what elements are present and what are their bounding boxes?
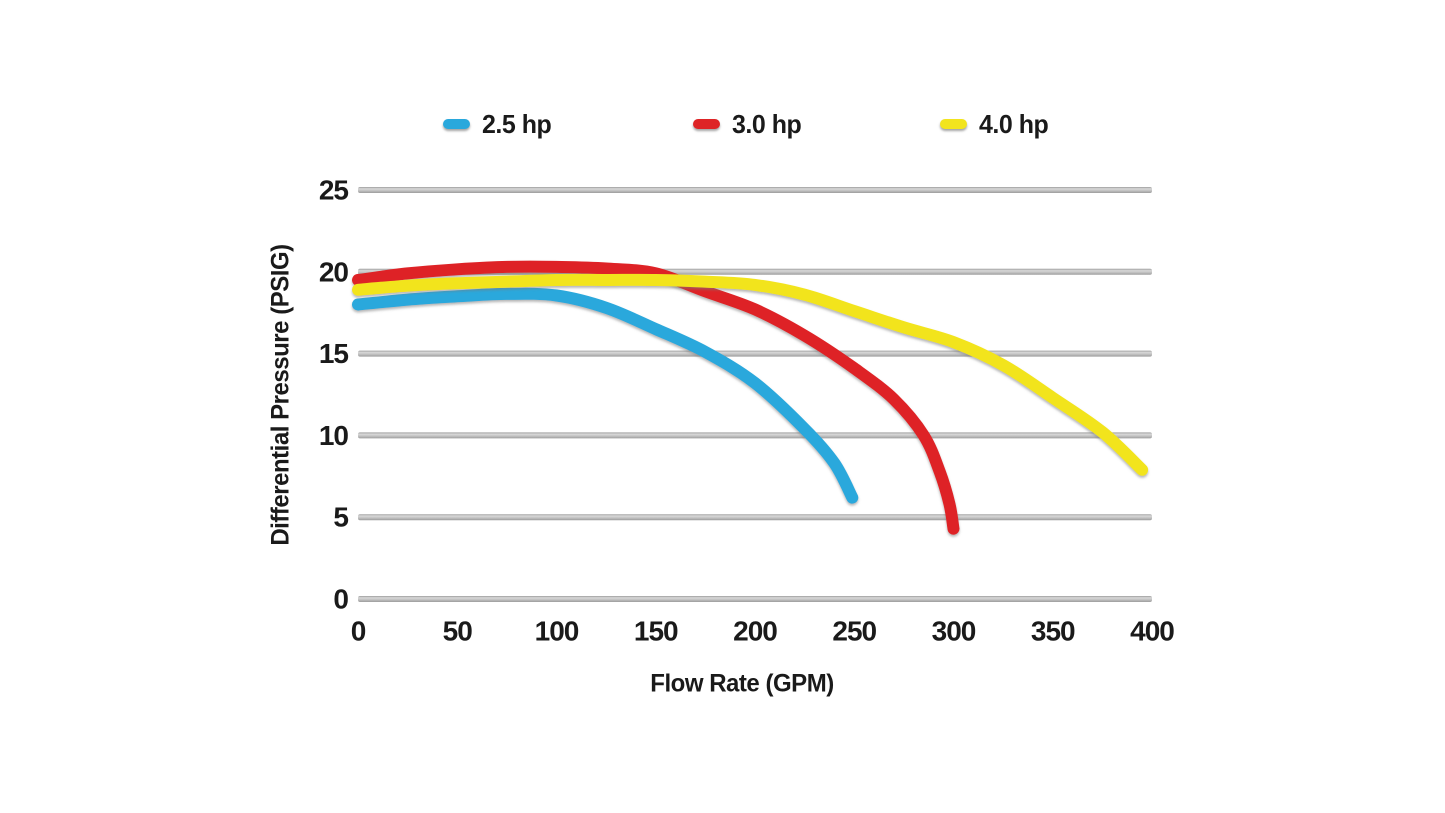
legend-label-2-5hp: 2.5 hp — [482, 109, 552, 139]
x-tick-label-200: 200 — [733, 616, 777, 647]
x-axis-tick-labels: 0 50 100 150 200 250 300 350 400 — [351, 616, 1176, 647]
gridline-y-15 — [358, 350, 1152, 357]
y-axis-tick-labels: 0 5 10 15 20 25 — [319, 175, 350, 615]
legend-item-2-5hp: 2.5 hp — [443, 109, 554, 139]
legend-item-4-0hp: 4.0 hp — [940, 109, 1051, 139]
gridline-y-10 — [358, 432, 1152, 439]
x-tick-label-150: 150 — [634, 616, 678, 647]
x-tick-label-250: 250 — [832, 616, 876, 647]
y-tick-label-15: 15 — [319, 338, 349, 369]
y-tick-label-20: 20 — [319, 256, 349, 287]
x-tick-label-0: 0 — [351, 616, 366, 647]
gridlines — [358, 187, 1152, 602]
x-tick-label-350: 350 — [1031, 616, 1075, 647]
x-axis-title: Flow Rate (GPM) — [650, 669, 834, 698]
legend-swatch-2-5hp-icon — [443, 119, 470, 129]
y-axis-title: Differential Pressure (PSIG) — [266, 244, 295, 546]
y-tick-label-0: 0 — [333, 584, 348, 615]
x-tick-label-50: 50 — [443, 616, 473, 647]
gridline-y-25 — [358, 187, 1152, 193]
gridline-y-0 — [358, 596, 1152, 602]
x-tick-label-400: 400 — [1130, 616, 1174, 647]
legend-label-3-0hp: 3.0 hp — [732, 109, 802, 139]
legend-swatch-3-0hp-icon — [693, 119, 720, 129]
legend-item-3-0hp: 3.0 hp — [693, 109, 804, 139]
legend-label-4-0hp: 4.0 hp — [979, 109, 1049, 139]
curve-3-0-hp — [352, 260, 960, 535]
legend-swatch-4-0hp-icon — [940, 119, 967, 129]
y-tick-label-10: 10 — [319, 420, 349, 451]
y-tick-label-5: 5 — [333, 502, 348, 533]
curve-2-5-hp — [352, 287, 859, 504]
y-tick-label-25: 25 — [319, 175, 349, 206]
x-tick-label-300: 300 — [932, 616, 976, 647]
curve-4-0-hp — [352, 273, 1149, 476]
series-curves — [352, 260, 1149, 535]
gridline-y-5 — [358, 514, 1152, 521]
x-tick-label-100: 100 — [535, 616, 579, 647]
